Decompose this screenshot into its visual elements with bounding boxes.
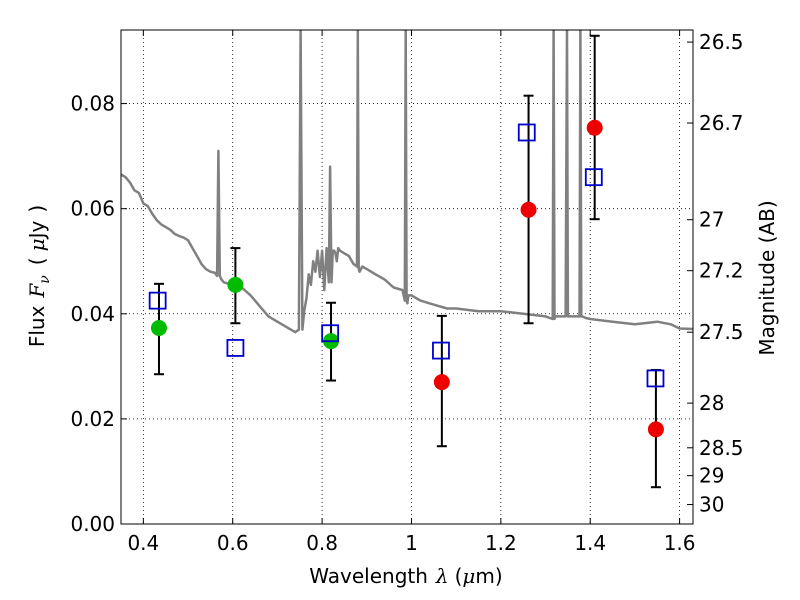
y2-axis-title: Magnitude (AB) <box>755 200 779 355</box>
y2-tick-label: 30 <box>699 493 724 517</box>
model-point <box>321 324 340 343</box>
x-tick-label: 1.4 <box>574 531 606 555</box>
x-tick-label: 0.8 <box>306 531 338 555</box>
y2-tick-label: 26.7 <box>699 111 744 135</box>
model-points <box>148 123 665 388</box>
observed-point <box>586 119 603 136</box>
y2-tick-label: 27.2 <box>699 259 744 283</box>
model-spectrum-line <box>121 30 693 334</box>
y-axis-title: FluxFν(μJy) <box>25 205 53 347</box>
model-point <box>226 339 245 357</box>
model-point <box>517 123 536 142</box>
model-point <box>646 369 665 388</box>
model-point <box>584 168 603 187</box>
y-tick-label: 0.04 <box>70 302 115 326</box>
x-tick-label: 1 <box>405 531 418 555</box>
y-tick-label: 0.00 <box>70 512 115 536</box>
model-point <box>148 291 167 310</box>
plot-frame <box>120 29 694 525</box>
observed-point <box>520 201 537 218</box>
y-tick-label: 0.08 <box>70 92 115 116</box>
observed-point <box>433 374 450 391</box>
model-point <box>432 341 450 360</box>
x-tick-label: 1.2 <box>485 531 517 555</box>
model-spectrum-layer <box>121 30 693 334</box>
y-tick-label: 0.02 <box>70 407 115 431</box>
y2-tick-label: 27 <box>699 208 724 232</box>
observed-point <box>647 421 664 438</box>
ticks: 0.4 0.6 0.8 1 1.2 1.4 1.6 0.00 0.02 0.04 0.06 0.08 2… <box>70 30 744 555</box>
observed-point <box>150 319 167 336</box>
y-tick-label: 0.06 <box>70 197 115 221</box>
y2-tick-label: 26.5 <box>699 30 744 54</box>
y2-tick-label: 28.5 <box>699 436 744 460</box>
y2-tick-label: 28 <box>699 391 724 415</box>
y2-tick-label: 29 <box>699 464 724 488</box>
x-tick-label: 0.6 <box>217 531 249 555</box>
x-tick-label: 0.4 <box>127 531 159 555</box>
x-axis-title: Wavelength λ (μm) <box>309 564 502 588</box>
observed-point <box>227 276 244 293</box>
x-tick-label: 1.6 <box>664 531 696 555</box>
y2-tick-label: 27.5 <box>699 320 744 344</box>
